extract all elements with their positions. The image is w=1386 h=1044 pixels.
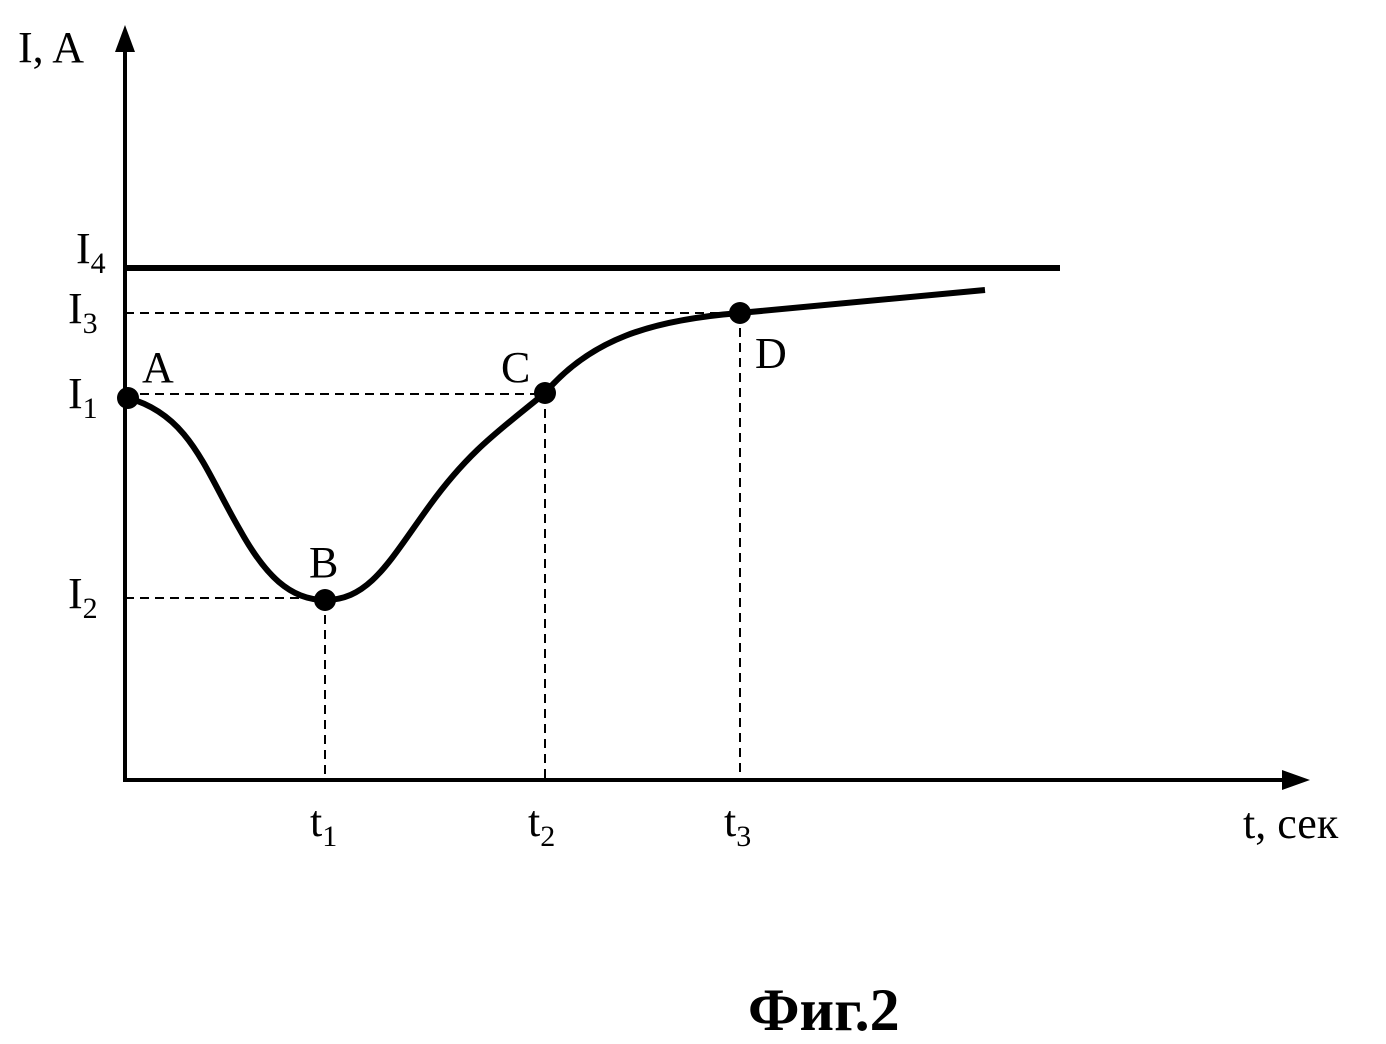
time-sub: 2 (540, 820, 555, 853)
x-arrow (1282, 770, 1310, 790)
time-label: t3 (724, 797, 751, 853)
level-base: I (68, 369, 83, 418)
y-arrow (115, 25, 135, 52)
level-base: I (76, 224, 91, 273)
level-base: I (68, 569, 83, 618)
point-label: A (142, 343, 174, 392)
caption: Фиг.2 (748, 977, 900, 1043)
point (314, 589, 336, 611)
y-axis-label: I, A (18, 23, 84, 72)
current-curve (127, 287, 986, 604)
point-label: B (309, 538, 338, 587)
time-base: t (724, 797, 736, 846)
time-label: t2 (528, 797, 555, 853)
level-label: I1 (68, 369, 98, 425)
time-sub: 1 (322, 820, 337, 853)
level-sub: 3 (83, 307, 98, 340)
x-axis-label: t, сек (1243, 799, 1339, 848)
time-sub: 3 (736, 820, 751, 853)
point (729, 302, 751, 324)
level-sub: 4 (91, 247, 106, 280)
point (534, 382, 556, 404)
point-label: D (755, 329, 787, 378)
level-label: I2 (68, 569, 98, 625)
time-label: t1 (310, 797, 337, 853)
point-label: C (501, 343, 530, 392)
level-sub: 1 (83, 392, 98, 425)
points (117, 302, 751, 611)
point (117, 387, 139, 409)
level-label: I3 (68, 284, 98, 340)
guides (125, 312, 741, 780)
level-label: I4 (76, 224, 106, 280)
level-sub: 2 (83, 592, 98, 625)
time-base: t (528, 797, 540, 846)
level-base: I (68, 284, 83, 333)
time-base: t (310, 797, 322, 846)
